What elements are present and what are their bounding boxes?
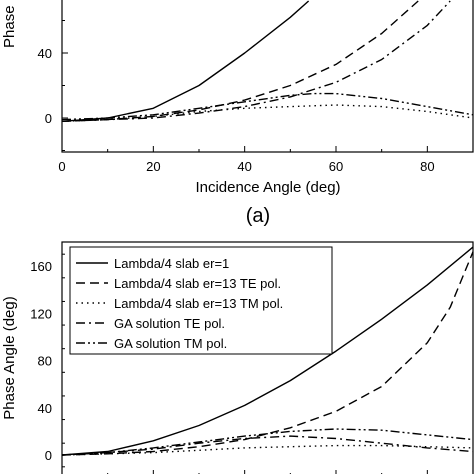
legend-label: GA solution TE pol. — [114, 316, 225, 331]
series-line-dashdotdot — [62, 428, 474, 456]
panel-label-a: (a) — [246, 205, 270, 227]
y-tick-label: 80 — [38, 354, 52, 369]
panel-b: 0 40 80 120 160 Phase Angle (deg) Lambda/4 s… — [1, 241, 474, 474]
y-axis-label-b: Phase Angle (deg) — [1, 296, 18, 419]
series-line-dashed — [62, 0, 419, 122]
plot-frame-b — [61, 241, 474, 474]
series-line-solid — [62, 246, 474, 456]
y-tick-label: 40 — [38, 46, 52, 61]
series-line-dotted — [62, 104, 474, 122]
y-axis-label-a: Phase — [1, 5, 18, 48]
legend-label: Lambda/4 slab er=13 TE pol. — [114, 276, 281, 291]
x-tick-label: 0 — [58, 159, 65, 174]
legend-box — [69, 246, 333, 355]
y-axis-b: 0 40 80 120 160 — [30, 253, 65, 468]
series-line-dashed — [62, 251, 474, 456]
x-tick-label: 60 — [329, 159, 343, 174]
series-group-a — [62, 0, 474, 122]
series-line-dashdot — [62, 0, 451, 122]
series-line-solid — [62, 0, 310, 122]
y-tick-label: 40 — [38, 401, 52, 416]
y-tick-label: 0 — [45, 448, 52, 463]
legend: Lambda/4 slab er=1 Lambda/4 slab er=13 TE… — [69, 246, 333, 355]
legend-label: GA solution TM pol. — [114, 336, 227, 351]
x-axis-a: 0 20 40 60 80 — [58, 146, 474, 174]
x-tick-label: 80 — [420, 159, 434, 174]
x-axis-label-a: Incidence Angle (deg) — [195, 179, 340, 196]
legend-label: Lambda/4 slab er=1 — [114, 256, 229, 271]
x-tick-label: 20 — [146, 159, 160, 174]
y-tick-label: 0 — [45, 111, 52, 126]
y-tick-label: 160 — [30, 259, 52, 274]
panel-a: 0 40 0 20 40 60 80 Phase Incidence Angle (deg… — [1, 0, 474, 227]
legend-label: Lambda/4 slab er=13 TM pol. — [114, 296, 283, 311]
x-axis-b — [61, 470, 474, 474]
series-line-dashdotdot — [62, 92, 474, 121]
series-line-dashdot — [62, 435, 474, 456]
x-tick-label: 40 — [237, 159, 251, 174]
series-group-b — [62, 246, 474, 456]
y-tick-label: 120 — [30, 306, 52, 321]
plot-frame-a — [61, 0, 474, 153]
y-axis-a: 0 40 — [38, 20, 68, 151]
